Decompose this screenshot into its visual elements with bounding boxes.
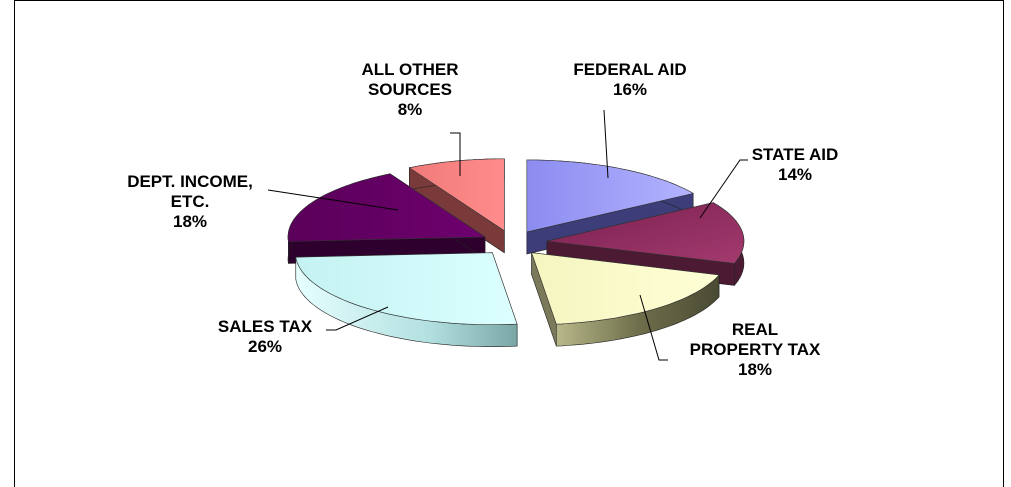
leader-line-federal-aid [603, 109, 609, 179]
slice-percent: 18% [173, 212, 207, 231]
slice-top [546, 202, 745, 264]
slice-percent: 18% [738, 360, 772, 379]
chart-frame [14, 0, 1004, 487]
leader-line-dept-income [267, 189, 399, 211]
slice-top [295, 252, 518, 325]
slice-label: ALL OTHER [362, 60, 459, 79]
slice-top [287, 173, 486, 242]
slice-percent: 8% [398, 100, 423, 119]
label-dept-income: DEPT. INCOME,ETC.18% [127, 172, 253, 231]
slice-label: FEDERAL AID [573, 60, 686, 79]
slice-label: DEPT. INCOME, [127, 172, 253, 191]
slice-all-other-sources [408, 158, 505, 254]
slice-label: ETC. [171, 192, 210, 211]
slice-top [408, 158, 505, 232]
leader-line-real-property-tax [639, 294, 668, 361]
slice-label: SOURCES [368, 80, 452, 99]
slice-percent: 26% [248, 337, 282, 356]
slice-label: STATE AID [752, 145, 839, 164]
slice-label: PROPERTY TAX [690, 340, 821, 359]
slice-top [531, 252, 720, 325]
slice-real-property-tax [531, 252, 720, 347]
slice-top [526, 159, 695, 233]
slice-sales-tax [295, 252, 518, 347]
slice-label: SALES TAX [218, 317, 313, 336]
leader-line-sales-tax [326, 306, 389, 331]
slice-percent: 16% [613, 80, 647, 99]
leader-line-state-aid [699, 159, 748, 219]
slice-label: REAL [732, 320, 778, 339]
leader-line-all-other-sources [450, 132, 461, 176]
slice-percent: 14% [778, 165, 812, 184]
